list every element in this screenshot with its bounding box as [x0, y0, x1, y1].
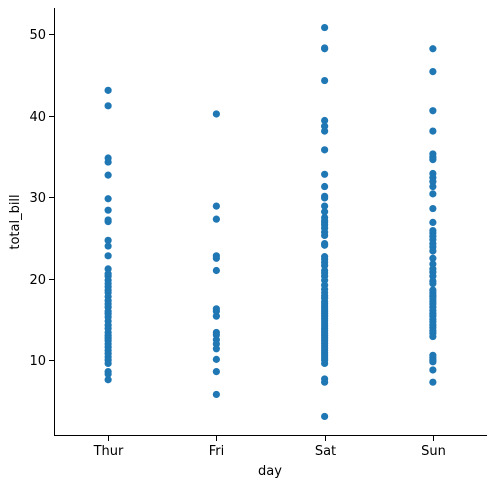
data-point — [429, 378, 437, 386]
y-tick-label: 40 — [29, 110, 46, 125]
data-point — [104, 242, 112, 250]
data-point — [104, 195, 112, 203]
data-point — [321, 208, 329, 216]
data-point — [104, 86, 112, 94]
x-axis-label: day — [258, 464, 282, 479]
data-point — [429, 107, 437, 115]
data-point — [321, 241, 329, 249]
data-point — [212, 312, 220, 320]
data-point — [429, 366, 437, 374]
data-point — [321, 127, 329, 135]
data-point — [104, 252, 112, 260]
data-point — [104, 206, 112, 214]
y-tick-label: 10 — [29, 354, 46, 369]
data-points — [104, 23, 437, 421]
data-point — [429, 67, 437, 76]
data-point — [212, 202, 220, 210]
data-point — [321, 45, 329, 53]
data-point — [429, 204, 437, 213]
data-point — [212, 254, 220, 262]
data-point — [429, 279, 437, 288]
data-point — [212, 367, 220, 376]
data-point — [104, 370, 112, 378]
data-point — [104, 102, 112, 110]
data-point — [429, 127, 437, 135]
data-point — [429, 182, 437, 191]
data-point — [321, 378, 329, 386]
data-point — [321, 194, 329, 202]
data-point — [429, 45, 437, 53]
data-point — [212, 266, 220, 275]
data-point — [321, 202, 329, 210]
data-point — [104, 236, 112, 244]
y-axis-label: total_bill — [8, 194, 23, 249]
data-point — [104, 376, 112, 384]
x-tick-label: Fri — [209, 444, 225, 459]
data-point — [429, 156, 437, 164]
data-point — [429, 218, 437, 227]
data-point — [321, 231, 329, 240]
y-tick-label: 20 — [29, 273, 46, 288]
y-tick-label: 50 — [29, 28, 46, 43]
data-point — [212, 345, 220, 353]
data-point — [212, 355, 220, 363]
data-point — [429, 332, 437, 341]
data-point — [429, 190, 437, 198]
data-point — [104, 171, 112, 179]
data-point — [321, 76, 329, 85]
x-ticks: Thur Fri Sat Sun — [93, 436, 446, 459]
data-point — [321, 170, 329, 178]
x-tick-label: Sun — [421, 444, 446, 459]
data-point — [212, 215, 220, 223]
data-point — [212, 390, 220, 399]
data-point — [321, 412, 329, 421]
data-point — [321, 182, 329, 191]
y-ticks: 10 20 30 40 50 — [29, 28, 54, 369]
data-point — [104, 359, 112, 368]
data-point — [212, 110, 220, 118]
data-point — [321, 359, 329, 368]
x-tick-label: Sat — [315, 444, 336, 459]
data-point — [104, 158, 112, 166]
data-point — [429, 358, 437, 366]
data-point — [321, 23, 329, 32]
data-point — [321, 146, 329, 154]
x-tick-label: Thur — [93, 444, 124, 459]
data-point — [429, 247, 437, 255]
y-tick-label: 30 — [29, 191, 46, 206]
data-point — [104, 217, 112, 226]
data-point — [321, 116, 329, 125]
data-point — [429, 254, 437, 262]
